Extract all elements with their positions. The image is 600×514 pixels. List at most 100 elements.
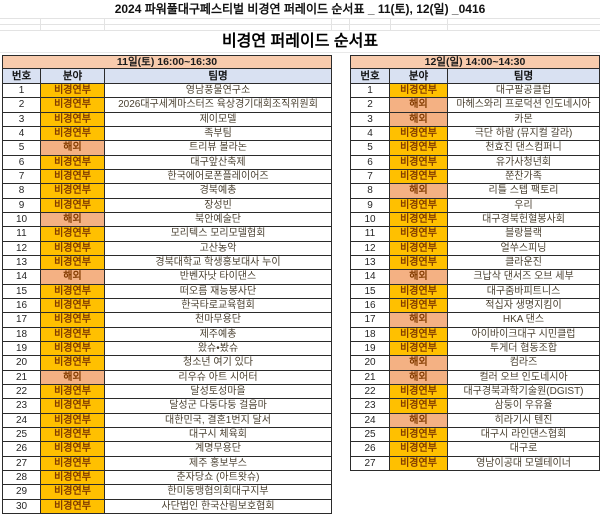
cell-team-name: 대구앞산축제 <box>105 155 332 170</box>
cell-category: 비경연부 <box>41 313 105 328</box>
table-row: 15 비경연부 떠오름 재능봉사단 <box>3 284 332 299</box>
cell-category: 비경연부 <box>41 427 105 443</box>
table-row: 17 해외 HKA 댄스 <box>351 313 600 328</box>
table-row: 11 비경연부 블랑블랙 <box>351 227 600 242</box>
cell-category: 비경연부 <box>390 456 448 471</box>
table-row: 12 비경연부 얼쑤스피닝 <box>351 241 600 256</box>
cell-number: 16 <box>3 298 41 314</box>
cell-number: 21 <box>3 370 41 385</box>
cell-team-name: 2026대구세계마스터즈 육상경기대회조직위원회 <box>105 98 332 113</box>
cell-number: 20 <box>351 356 390 371</box>
cell-team-name: 트리뷰 볼라논 <box>105 141 332 156</box>
table-row: 22 비경연부 대구경북과학기술원(DGIST) <box>351 384 600 400</box>
cell-number: 18 <box>3 327 41 342</box>
table-row: 9 비경연부 우리 <box>351 198 600 213</box>
cell-team-name: 고산농악 <box>105 241 332 256</box>
cell-team-name: 계명무용단 <box>105 442 332 457</box>
cell-number: 19 <box>351 341 390 357</box>
table-row: 7 비경연부 한국에어로폰플레이어즈 <box>3 169 332 185</box>
table-row: 17 비경연부 천마무용단 <box>3 313 332 328</box>
table-row: 24 해외 히라기시 텐진 <box>351 413 600 428</box>
cell-number: 22 <box>351 384 390 400</box>
cell-number: 26 <box>3 442 41 457</box>
cell-number: 13 <box>3 255 41 271</box>
cell-number: 9 <box>3 198 41 213</box>
cell-category: 비경연부 <box>390 141 448 156</box>
cell-category: 비경연부 <box>41 227 105 242</box>
cell-number: 10 <box>3 212 41 228</box>
cell-number: 3 <box>3 112 41 127</box>
cell-category: 비경연부 <box>390 84 448 99</box>
cell-number: 22 <box>3 384 41 400</box>
cell-team-name: 족부팀 <box>105 126 332 142</box>
cell-number: 21 <box>351 370 390 385</box>
cell-number: 1 <box>3 84 41 99</box>
cell-team-name: 사단법인 한국산림보호협회 <box>105 499 332 514</box>
column-header-team: 팀명 <box>448 69 600 84</box>
cell-team-name: 블랑블랙 <box>448 227 600 242</box>
parade-tables: 11일(토) 16:00~16:30 번호 분야 팀명 1 비경연부 영남풍물연구소… <box>0 55 600 514</box>
table-row: 16 비경연부 적십자 생명지킴이 <box>351 298 600 314</box>
cell-number: 30 <box>3 499 41 514</box>
cell-number: 24 <box>351 413 390 428</box>
cell-team-name: 대구시 라인댄스협회 <box>448 427 600 443</box>
cell-category: 비경연부 <box>41 341 105 357</box>
cell-number: 7 <box>3 169 41 185</box>
cell-number: 6 <box>351 155 390 170</box>
cell-number: 2 <box>3 98 41 113</box>
cell-team-name: 제이모델 <box>105 112 332 127</box>
cell-team-name: 컬러 오브 인도네시아 <box>448 370 600 385</box>
cell-number: 7 <box>351 169 390 185</box>
cell-number: 11 <box>3 227 41 242</box>
cell-category: 비경연부 <box>41 284 105 299</box>
table-row: 7 비경연부 쭌찬가족 <box>351 169 600 185</box>
cell-team-name: HKA 댄스 <box>448 313 600 328</box>
cell-category: 비경연부 <box>41 198 105 213</box>
cell-number: 12 <box>351 241 390 256</box>
cell-number: 20 <box>3 356 41 371</box>
table-row: 28 비경연부 춘자당쇼 (아트왓슈) <box>3 470 332 486</box>
cell-category: 해외 <box>390 356 448 371</box>
cell-team-name: 적십자 생명지킴이 <box>448 298 600 314</box>
cell-category: 비경연부 <box>41 456 105 471</box>
table-row: 10 비경연부 대구경북헌혈봉사회 <box>351 212 600 228</box>
table-row: 13 비경연부 경북대학교 학생홍보대사 누이 <box>3 255 332 271</box>
cell-number: 1 <box>351 84 390 99</box>
cell-category: 비경연부 <box>390 255 448 271</box>
table-row: 12 비경연부 고산농악 <box>3 241 332 256</box>
cell-team-name: 리우슈 아트 시어터 <box>105 370 332 385</box>
table-row: 9 비경연부 장성빈 <box>3 198 332 213</box>
cell-number: 8 <box>351 184 390 199</box>
table-row: 18 비경연부 제주예총 <box>3 327 332 342</box>
cell-team-name: 한국타로교육협회 <box>105 298 332 314</box>
cell-team-name: 반벤자낫 타이댄스 <box>105 270 332 285</box>
cell-number: 10 <box>351 212 390 228</box>
cell-team-name: 대구시 체육회 <box>105 427 332 443</box>
table-row: 23 비경연부 달성군 다둥다둥 걸음마 <box>3 399 332 414</box>
cell-team-name: 아이바이크대구 시민클럽 <box>448 327 600 342</box>
sunday-date-header: 12일(일) 14:00~14:30 <box>351 56 600 69</box>
table-row: 30 비경연부 사단법인 한국산림보호협회 <box>3 499 332 514</box>
cell-category: 비경연부 <box>390 442 448 457</box>
cell-team-name: 투게더 협동조합 <box>448 341 600 357</box>
empty-grid-row <box>0 25 600 31</box>
cell-team-name: 대구경북과학기술원(DGIST) <box>448 384 600 400</box>
cell-category: 해외 <box>390 313 448 328</box>
table-row: 14 해외 반벤자낫 타이댄스 <box>3 270 332 285</box>
cell-number: 16 <box>351 298 390 314</box>
cell-team-name: 달성토성마을 <box>105 384 332 400</box>
table-row: 27 비경연부 영남이공대 모델테이너 <box>351 456 600 471</box>
cell-category: 비경연부 <box>41 485 105 500</box>
cell-number: 24 <box>3 413 41 428</box>
cell-category: 비경연부 <box>41 98 105 113</box>
cell-number: 23 <box>351 399 390 414</box>
cell-team-name: 대구줌바피트니스 <box>448 284 600 299</box>
column-header-category: 분야 <box>41 69 105 84</box>
cell-team-name: 대한민국, 결혼1번지 달서 <box>105 413 332 428</box>
cell-team-name: 천효진 댄스컴퍼니 <box>448 141 600 156</box>
cell-team-name: 영남이공대 모델테이너 <box>448 456 600 471</box>
cell-category: 해외 <box>41 141 105 156</box>
table-row: 4 비경연부 족부팀 <box>3 126 332 142</box>
table-row: 16 비경연부 한국타로교육협회 <box>3 298 332 314</box>
table-row: 19 비경연부 투게더 협동조합 <box>351 341 600 357</box>
